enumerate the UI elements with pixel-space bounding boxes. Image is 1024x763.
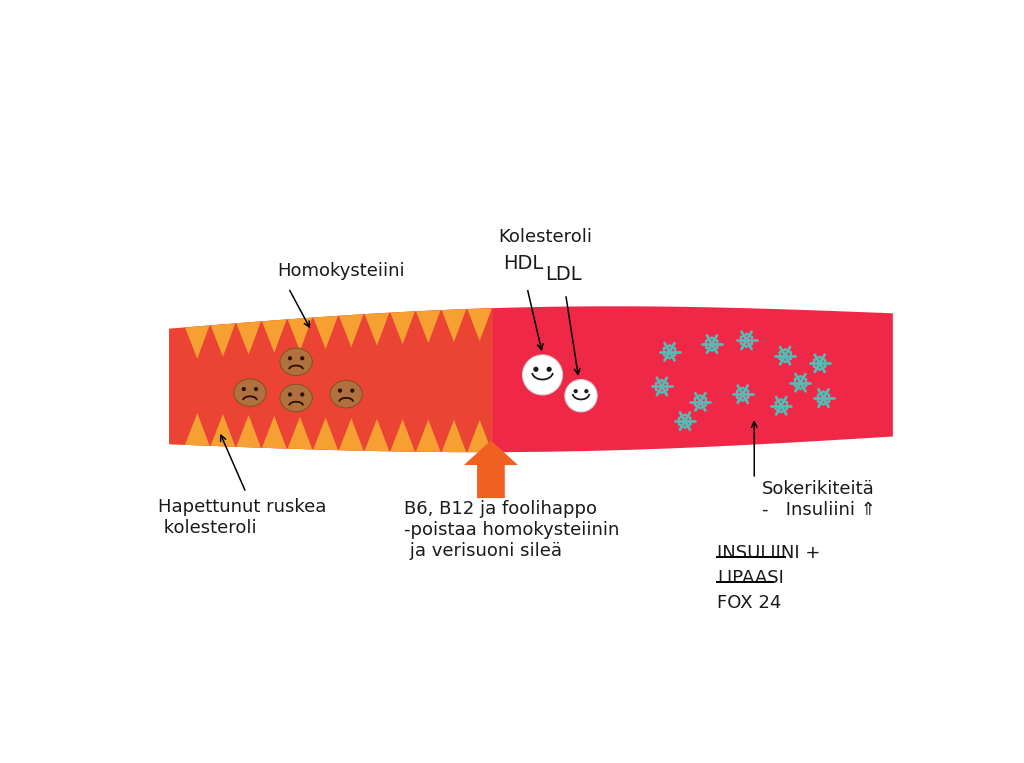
- Text: Hapettunut ruskea
 kolesteroli: Hapettunut ruskea kolesteroli: [158, 498, 326, 537]
- Text: INSULIINI +: INSULIINI +: [717, 544, 820, 562]
- Circle shape: [338, 388, 342, 393]
- Ellipse shape: [330, 381, 362, 408]
- Polygon shape: [185, 326, 210, 359]
- Circle shape: [288, 356, 292, 360]
- Circle shape: [547, 367, 552, 372]
- Ellipse shape: [280, 348, 312, 375]
- Polygon shape: [467, 308, 492, 341]
- Text: Sokerikiteitä
-   Insuliini ⇑: Sokerikiteitä - Insuliini ⇑: [762, 481, 876, 519]
- Polygon shape: [390, 419, 415, 452]
- Circle shape: [300, 356, 304, 360]
- Polygon shape: [365, 419, 389, 451]
- Circle shape: [565, 379, 597, 412]
- Polygon shape: [390, 311, 415, 344]
- Ellipse shape: [280, 385, 312, 412]
- Polygon shape: [365, 313, 389, 346]
- Polygon shape: [313, 417, 338, 450]
- Text: Kolesteroli: Kolesteroli: [498, 228, 592, 246]
- Circle shape: [254, 387, 258, 391]
- Polygon shape: [169, 308, 493, 452]
- Polygon shape: [464, 440, 518, 498]
- Text: FOX 24: FOX 24: [717, 594, 781, 612]
- Polygon shape: [339, 418, 364, 451]
- Polygon shape: [484, 306, 893, 452]
- Polygon shape: [441, 309, 466, 342]
- Polygon shape: [237, 321, 261, 355]
- Polygon shape: [211, 414, 236, 447]
- Circle shape: [573, 389, 578, 393]
- Text: Homokysteiini: Homokysteiini: [276, 262, 404, 280]
- Circle shape: [522, 355, 562, 395]
- Polygon shape: [288, 317, 312, 351]
- Circle shape: [534, 367, 539, 372]
- Circle shape: [300, 392, 304, 397]
- Polygon shape: [211, 324, 236, 356]
- Polygon shape: [237, 415, 261, 448]
- Ellipse shape: [233, 379, 266, 407]
- Polygon shape: [339, 314, 364, 347]
- Polygon shape: [288, 417, 312, 449]
- Polygon shape: [313, 316, 338, 349]
- Polygon shape: [467, 420, 492, 452]
- Polygon shape: [416, 310, 440, 343]
- Polygon shape: [441, 420, 466, 452]
- Polygon shape: [262, 416, 287, 449]
- Polygon shape: [416, 420, 440, 452]
- Text: HDL: HDL: [503, 253, 544, 272]
- Circle shape: [288, 392, 292, 397]
- Circle shape: [585, 389, 589, 393]
- Text: LIPAASI: LIPAASI: [717, 569, 784, 587]
- Text: LDL: LDL: [545, 265, 582, 284]
- Circle shape: [242, 387, 246, 391]
- Circle shape: [350, 388, 354, 393]
- Text: B6, B12 ja foolihappo
-poistaa homokysteiinin
 ja verisuoni sileä: B6, B12 ja foolihappo -poistaa homokyste…: [403, 501, 620, 560]
- Polygon shape: [262, 320, 287, 353]
- Polygon shape: [169, 308, 493, 452]
- Polygon shape: [185, 413, 210, 446]
